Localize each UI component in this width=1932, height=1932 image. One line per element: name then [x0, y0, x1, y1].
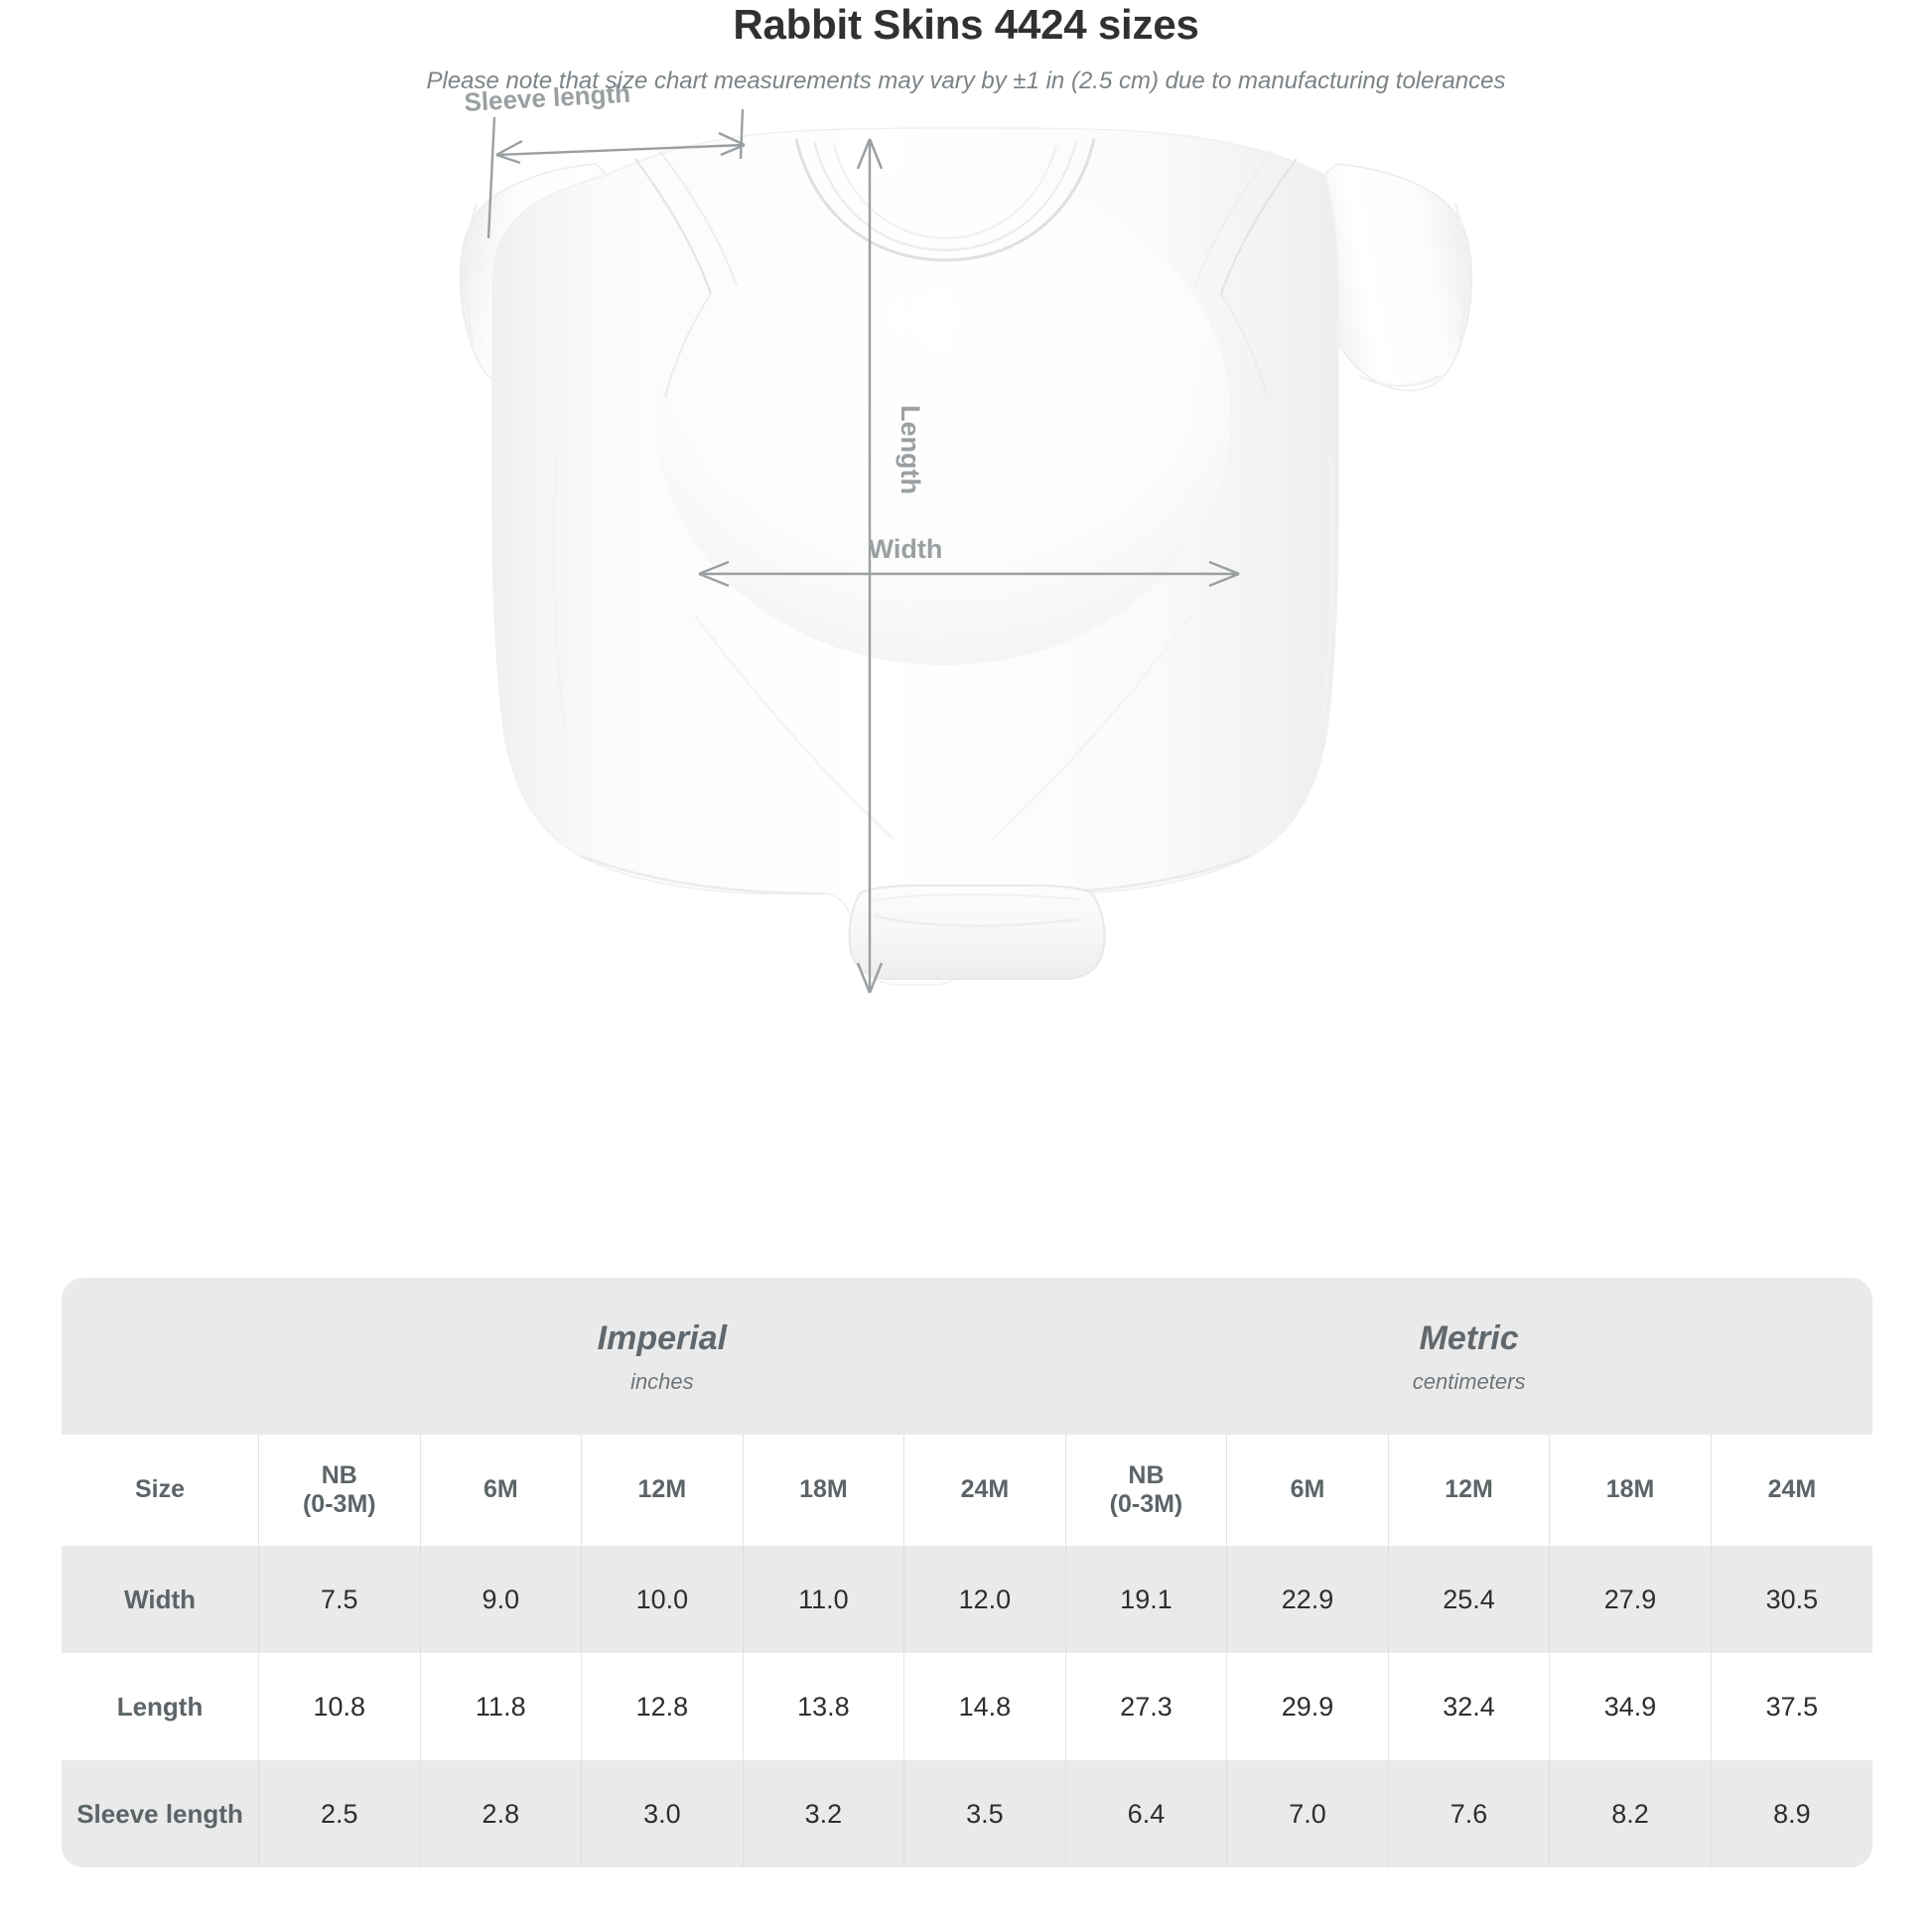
header-metric-nb-line1: NB	[1128, 1460, 1165, 1489]
header-metric-6m: 6M	[1226, 1435, 1389, 1546]
cell-sleeve-metric-6m: 7.0	[1226, 1760, 1389, 1867]
header-imperial-18m: 18M	[742, 1435, 904, 1546]
cell-length-imperial-18m: 13.8	[742, 1653, 904, 1760]
cell-sleeve-imperial-12m: 3.0	[581, 1760, 744, 1867]
cell-length-imperial-12m: 12.8	[581, 1653, 744, 1760]
crotch-snap-panel	[848, 885, 1106, 980]
right-sleeve	[1311, 163, 1473, 392]
cell-sleeve-metric-nb: 6.4	[1064, 1760, 1227, 1867]
table-row: Length 10.8 11.8 12.8 13.8 14.8 27.3 29.…	[62, 1653, 1872, 1760]
header-metric-12m: 12M	[1387, 1435, 1550, 1546]
cell-width-imperial-12m: 10.0	[581, 1546, 744, 1653]
bodysuit-body	[491, 127, 1339, 986]
page-title: Rabbit Skins 4424 sizes	[733, 1, 1199, 48]
cell-sleeve-imperial-18m: 3.2	[742, 1760, 904, 1867]
size-table: Imperial inches Metric centimeters Size …	[62, 1278, 1872, 1867]
width-annotation: Width	[698, 534, 1240, 588]
cell-width-metric-6m: 22.9	[1226, 1546, 1389, 1653]
garment-illustration: Sleeve length Length	[459, 78, 1473, 994]
size-table-container: Imperial inches Metric centimeters Size …	[62, 1278, 1872, 1867]
imperial-unit-cell: Imperial inches	[258, 1278, 1066, 1435]
header-metric-18m: 18M	[1549, 1435, 1712, 1546]
cell-width-metric-18m: 27.9	[1549, 1546, 1712, 1653]
row-label-length: Length	[62, 1653, 259, 1760]
cell-length-metric-12m: 32.4	[1387, 1653, 1550, 1760]
header-imperial-nb: NB (0-3M)	[258, 1435, 421, 1546]
tolerance-note: Please note that size chart measurements…	[426, 68, 1506, 95]
cell-length-metric-18m: 34.9	[1549, 1653, 1712, 1760]
cell-length-metric-6m: 29.9	[1226, 1653, 1389, 1760]
cell-width-imperial-24m: 12.0	[903, 1546, 1066, 1653]
header-metric-nb-line2: (0-3M)	[1109, 1490, 1183, 1518]
header-metric-24m: 24M	[1710, 1435, 1872, 1546]
unit-band-row: Imperial inches Metric centimeters	[62, 1278, 1872, 1435]
cell-sleeve-metric-12m: 7.6	[1387, 1760, 1550, 1867]
bodysuit-diagram: Sleeve length Length	[459, 78, 1473, 994]
cell-length-imperial-6m: 11.8	[419, 1653, 582, 1760]
length-label: Length	[896, 405, 925, 494]
cell-width-imperial-18m: 11.0	[742, 1546, 904, 1653]
table-row: Width 7.5 9.0 10.0 11.0 12.0 19.1 22.9 2…	[62, 1546, 1872, 1653]
header-imperial-nb-line1: NB	[321, 1460, 357, 1489]
cell-length-imperial-nb: 10.8	[258, 1653, 421, 1760]
cell-sleeve-metric-18m: 8.2	[1549, 1760, 1712, 1867]
header-imperial-6m: 6M	[419, 1435, 582, 1546]
cell-width-metric-nb: 19.1	[1064, 1546, 1227, 1653]
row-label-sleeve-length: Sleeve length	[62, 1760, 259, 1867]
row-label-width: Width	[62, 1546, 259, 1653]
header-imperial-12m: 12M	[581, 1435, 744, 1546]
header-size-label: Size	[62, 1435, 259, 1546]
header-imperial-24m: 24M	[903, 1435, 1066, 1546]
cell-sleeve-imperial-6m: 2.8	[419, 1760, 582, 1867]
metric-unit-sub: centimeters	[1412, 1369, 1526, 1395]
metric-unit-cell: Metric centimeters	[1065, 1278, 1872, 1435]
cell-sleeve-imperial-nb: 2.5	[258, 1760, 421, 1867]
unit-band-spacer	[62, 1278, 259, 1435]
cell-length-imperial-24m: 14.8	[903, 1653, 1066, 1760]
width-label: Width	[869, 534, 943, 564]
cell-length-metric-nb: 27.3	[1064, 1653, 1227, 1760]
imperial-unit-name: Imperial	[597, 1318, 728, 1357]
cell-sleeve-imperial-24m: 3.5	[903, 1760, 1066, 1867]
length-annotation: Length	[856, 138, 925, 994]
cell-width-metric-12m: 25.4	[1387, 1546, 1550, 1653]
cell-sleeve-metric-24m: 8.9	[1710, 1760, 1872, 1867]
imperial-unit-sub: inches	[630, 1369, 694, 1395]
cell-width-imperial-6m: 9.0	[419, 1546, 582, 1653]
metric-unit-name: Metric	[1419, 1318, 1519, 1357]
size-header-row: Size NB (0-3M) 6M 12M 18M 24M NB (0-3M) …	[62, 1435, 1872, 1546]
cell-width-metric-24m: 30.5	[1710, 1546, 1872, 1653]
title-block: Rabbit Skins 4424 sizes Please note that…	[0, 0, 1932, 97]
header-metric-nb: NB (0-3M)	[1064, 1435, 1227, 1546]
cell-length-metric-24m: 37.5	[1710, 1653, 1872, 1760]
header-imperial-nb-line2: (0-3M)	[302, 1490, 376, 1518]
table-row: Sleeve length 2.5 2.8 3.0 3.2 3.5 6.4 7.…	[62, 1760, 1872, 1867]
cell-width-imperial-nb: 7.5	[258, 1546, 421, 1653]
